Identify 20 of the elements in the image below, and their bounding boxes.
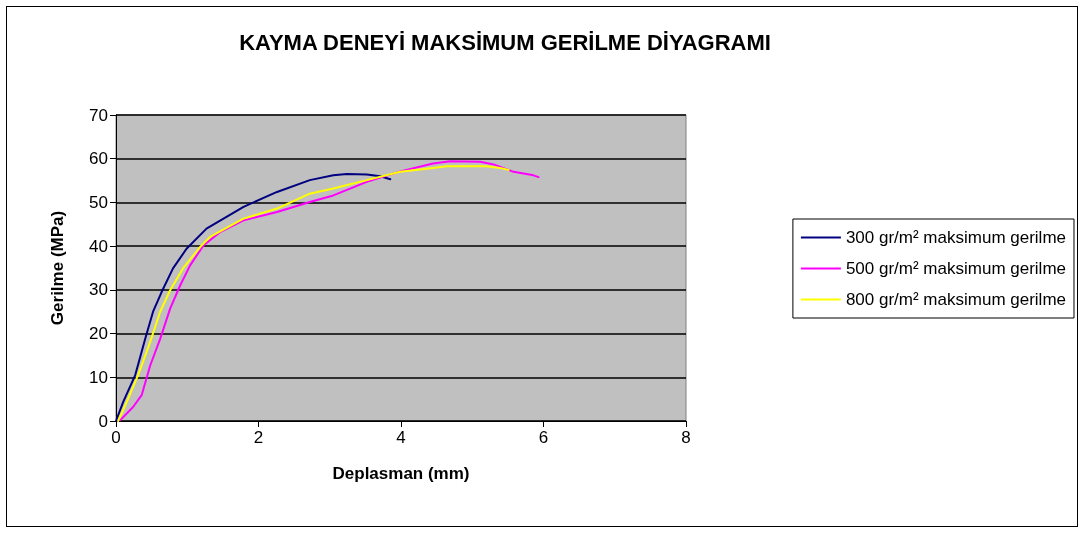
x-axis-title: Deplasman (mm) <box>332 464 470 483</box>
legend-label: 300 gr/m² maksimum gerilme <box>845 228 1067 247</box>
y-tick-label: 50 <box>89 192 108 212</box>
x-tick-label: 6 <box>538 428 549 447</box>
line-series <box>115 173 392 422</box>
y-tick-label: 70 <box>89 105 108 125</box>
chart-title: KAYMA DENEYİ MAKSİMUM GERİLME DİYAGRAMI <box>239 29 771 55</box>
x-tick-label: 8 <box>681 428 691 447</box>
y-tick-label: 10 <box>89 367 108 387</box>
x-tick-label: 4 <box>396 428 406 447</box>
y-axis-title: Gerilme (MPa) <box>48 210 67 326</box>
legend-label: 800 gr/m² maksimum gerilme <box>845 290 1067 309</box>
x-tick-label: 0 <box>111 428 121 447</box>
x-tick-label: 2 <box>253 428 264 447</box>
y-tick-label: 0 <box>98 411 108 431</box>
y-tick-label: 40 <box>89 236 108 256</box>
legend-label: 500 gr/m² maksimum gerilme <box>845 259 1067 278</box>
y-tick-label: 20 <box>89 324 108 344</box>
y-tick-label: 60 <box>89 149 108 169</box>
y-tick-label: 30 <box>89 280 108 300</box>
